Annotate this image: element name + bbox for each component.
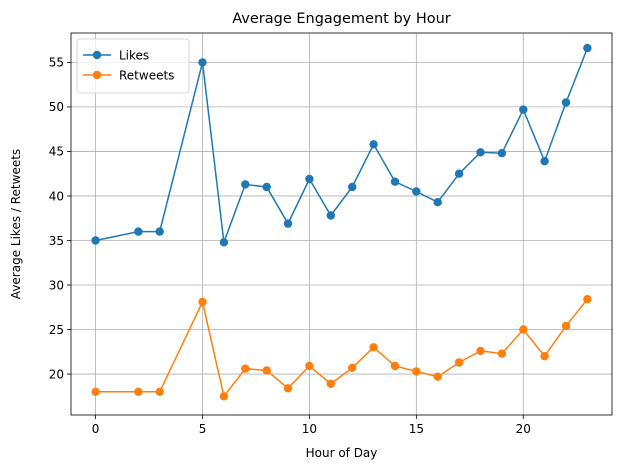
data-point-retweets [91, 387, 100, 396]
ticks: 0 5 10 15 20 20 25 30 35 40 45 50 55 [49, 56, 531, 436]
y-tick-label: 30 [49, 278, 64, 292]
data-point-likes [369, 140, 378, 149]
data-point-retweets [390, 361, 400, 371]
data-point-likes [262, 182, 271, 192]
x-axis-label: Hour of Day [306, 446, 378, 460]
grid [71, 33, 612, 415]
y-tick-label: 50 [49, 100, 64, 114]
legend-label-likes: Likes [119, 48, 149, 62]
y-tick-label: 35 [49, 234, 64, 248]
legend-marker-retweets [92, 70, 102, 80]
data-point-retweets [348, 363, 357, 372]
legend: Likes Retweets [76, 38, 190, 94]
data-point-retweets [476, 346, 485, 356]
data-point-retweets [433, 372, 442, 381]
data-point-likes [134, 227, 143, 236]
data-point-retweets [219, 392, 229, 401]
data-point-retweets [305, 361, 314, 371]
legend-marker-likes [92, 50, 102, 60]
data-point-retweets [369, 343, 378, 352]
y-tick-label: 55 [49, 56, 64, 70]
data-point-likes [561, 98, 571, 107]
data-point-retweets [241, 364, 250, 373]
data-point-likes [412, 187, 421, 196]
data-point-retweets [326, 379, 335, 388]
data-point-likes [390, 177, 400, 186]
data-point-likes [497, 149, 507, 158]
y-tick-label: 20 [49, 367, 64, 381]
series-layer [91, 43, 592, 401]
data-point-retweets [155, 387, 164, 396]
data-point-retweets [519, 325, 528, 334]
data-point-likes [454, 169, 464, 178]
data-point-retweets [262, 366, 271, 375]
y-tick-label: 45 [49, 145, 64, 159]
x-tick-label: 20 [516, 422, 531, 436]
data-point-retweets [540, 352, 549, 361]
series-retweets [91, 295, 592, 401]
data-point-likes [155, 227, 164, 236]
data-point-likes [476, 148, 485, 157]
y-axis-label: Average Likes / Retweets [9, 149, 23, 299]
data-point-likes [433, 198, 442, 207]
data-point-likes [583, 43, 592, 53]
x-tick-label: 15 [409, 422, 424, 436]
data-point-likes [198, 58, 207, 67]
chart-title: Average Engagement by Hour [232, 11, 451, 27]
y-tick-label: 40 [49, 189, 64, 203]
data-point-likes [348, 182, 357, 192]
data-point-retweets [283, 384, 293, 393]
data-point-retweets [497, 349, 507, 358]
data-point-likes [540, 157, 549, 166]
data-point-retweets [454, 358, 464, 367]
data-point-retweets [134, 387, 143, 396]
y-tick-label: 25 [49, 323, 64, 337]
x-tick-label: 0 [92, 422, 100, 436]
data-point-retweets [198, 297, 207, 307]
data-point-likes [519, 105, 528, 114]
data-point-retweets [561, 321, 571, 331]
data-point-likes [91, 236, 100, 245]
legend-box [76, 38, 190, 94]
plot-area [70, 32, 613, 416]
data-point-likes [305, 174, 314, 184]
x-tick-label: 10 [302, 422, 317, 436]
data-point-likes [241, 180, 250, 189]
series-likes [91, 43, 592, 247]
series-line-retweets [95, 298, 588, 399]
series-line-likes [95, 47, 589, 243]
data-point-likes [219, 238, 229, 247]
data-point-likes [326, 211, 335, 220]
x-tick-label: 5 [199, 422, 207, 436]
data-point-retweets [412, 367, 421, 376]
data-point-retweets [583, 295, 592, 304]
data-point-likes [283, 219, 293, 228]
legend-label-retweets: Retweets [119, 68, 174, 82]
